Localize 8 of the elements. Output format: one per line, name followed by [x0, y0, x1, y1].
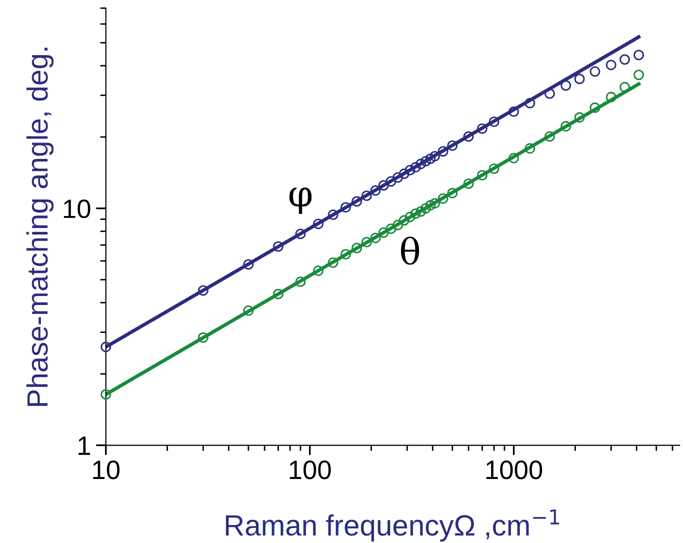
x-tick-label: 10 — [93, 460, 120, 480]
series-label: φ — [289, 188, 312, 214]
series-label: θ — [400, 236, 420, 265]
y-tick-label: 1 — [78, 436, 90, 455]
y-axis-title: Phase-matching angle, deg. — [26, 48, 54, 406]
x-axis-title: Raman frequencyΩ ,cm$^{−1}$ — [226, 509, 560, 542]
x-tick-label: 100 — [290, 460, 331, 480]
x-tick-label: 1000 — [486, 460, 542, 480]
